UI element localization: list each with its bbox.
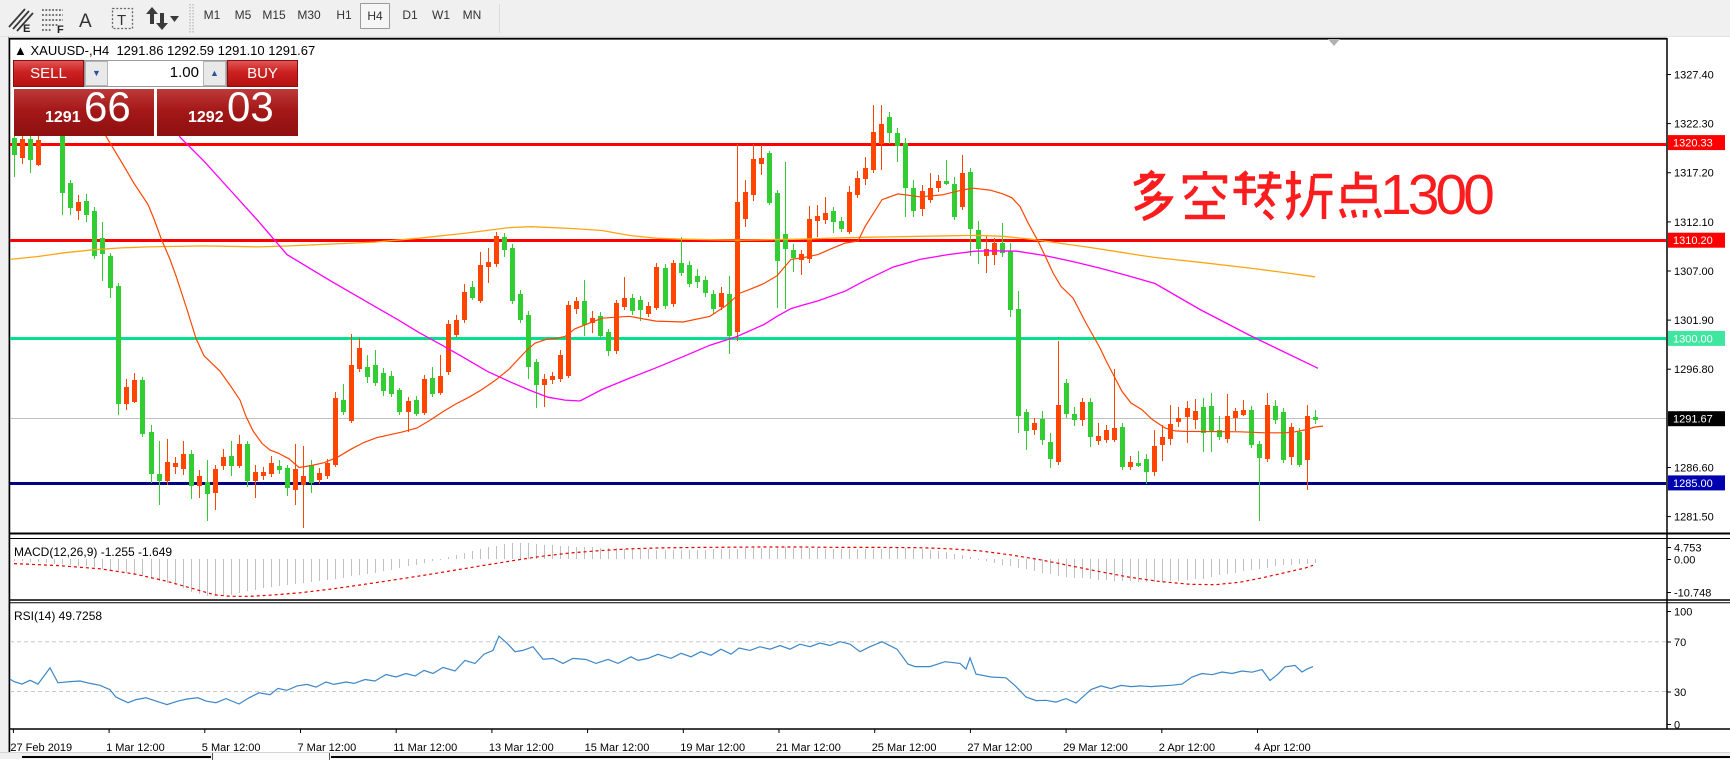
- svg-text:30: 30: [1674, 687, 1686, 699]
- svg-text:1320.33: 1320.33: [1673, 138, 1713, 150]
- svg-text:19 Mar 12:00: 19 Mar 12:00: [680, 742, 745, 754]
- svg-text:0: 0: [1674, 720, 1680, 732]
- svg-text:1322.30: 1322.30: [1674, 119, 1714, 131]
- svg-text:1285.00: 1285.00: [1673, 478, 1713, 490]
- svg-text:4.753: 4.753: [1674, 543, 1702, 555]
- svg-text:21 Mar 12:00: 21 Mar 12:00: [776, 742, 841, 754]
- svg-text:1300.00: 1300.00: [1673, 333, 1713, 345]
- svg-text:1286.60: 1286.60: [1674, 463, 1714, 475]
- svg-text:7 Mar 12:00: 7 Mar 12:00: [298, 742, 357, 754]
- svg-text:4 Apr 12:00: 4 Apr 12:00: [1255, 742, 1311, 754]
- svg-text:70: 70: [1674, 637, 1686, 649]
- svg-text:0.00: 0.00: [1674, 555, 1695, 567]
- svg-text:1310.20: 1310.20: [1673, 235, 1713, 247]
- svg-text:27 Mar 12:00: 27 Mar 12:00: [967, 742, 1032, 754]
- svg-text:25 Mar 12:00: 25 Mar 12:00: [872, 742, 937, 754]
- svg-text:2 Apr 12:00: 2 Apr 12:00: [1159, 742, 1215, 754]
- svg-text:1296.80: 1296.80: [1674, 364, 1714, 376]
- svg-text:1291.67: 1291.67: [1673, 414, 1713, 426]
- svg-text:1301.90: 1301.90: [1674, 315, 1714, 327]
- svg-text:1300: 1300: [1380, 163, 1493, 227]
- svg-text:A: A: [79, 11, 92, 32]
- svg-text:100: 100: [1674, 607, 1692, 619]
- svg-text:F: F: [57, 24, 64, 36]
- svg-text:15 Mar 12:00: 15 Mar 12:00: [585, 742, 650, 754]
- svg-text:1281.50: 1281.50: [1674, 512, 1714, 524]
- svg-text:RSI(14) 49.7258: RSI(14) 49.7258: [14, 609, 102, 623]
- svg-text:29 Mar 12:00: 29 Mar 12:00: [1063, 742, 1128, 754]
- svg-text:T: T: [117, 12, 126, 29]
- svg-text:-10.748: -10.748: [1674, 588, 1711, 600]
- svg-text:13 Mar 12:00: 13 Mar 12:00: [489, 742, 554, 754]
- svg-text:5 Mar 12:00: 5 Mar 12:00: [202, 742, 261, 754]
- svg-text:11 Mar 12:00: 11 Mar 12:00: [393, 742, 457, 754]
- svg-text:E: E: [23, 23, 30, 35]
- svg-text:1 Mar 12:00: 1 Mar 12:00: [106, 742, 165, 754]
- svg-text:1312.10: 1312.10: [1674, 217, 1714, 229]
- svg-text:27 Feb 2019: 27 Feb 2019: [10, 742, 72, 754]
- svg-text:1327.40: 1327.40: [1674, 70, 1714, 82]
- svg-text:MACD(12,26,9) -1.255 -1.649: MACD(12,26,9) -1.255 -1.649: [14, 545, 172, 559]
- svg-text:1317.20: 1317.20: [1674, 168, 1714, 180]
- svg-text:1307.00: 1307.00: [1674, 266, 1714, 278]
